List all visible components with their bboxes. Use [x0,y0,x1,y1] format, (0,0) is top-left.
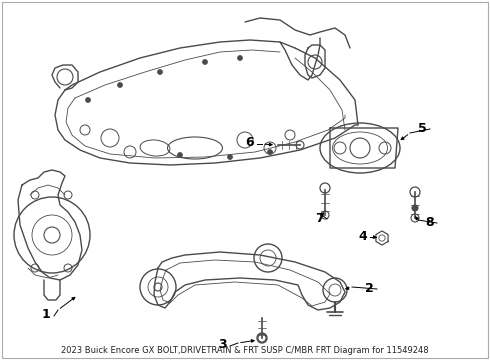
Circle shape [227,154,232,159]
Text: 2: 2 [365,282,374,294]
Circle shape [118,82,122,87]
Text: 7: 7 [315,211,324,225]
Circle shape [268,149,272,154]
Text: 2023 Buick Encore GX BOLT,DRIVETRAIN & FRT SUSP C/MBR FRT Diagram for 11549248: 2023 Buick Encore GX BOLT,DRIVETRAIN & F… [61,346,429,355]
Circle shape [177,153,182,158]
Text: 5: 5 [418,122,427,135]
Circle shape [157,69,163,75]
Circle shape [238,55,243,60]
Text: 3: 3 [218,338,227,351]
Circle shape [412,205,418,211]
Text: 1: 1 [42,309,51,321]
Text: 6: 6 [245,136,254,149]
Circle shape [85,98,91,103]
Circle shape [202,59,207,64]
Text: 8: 8 [425,216,434,229]
Text: 4: 4 [358,230,367,243]
